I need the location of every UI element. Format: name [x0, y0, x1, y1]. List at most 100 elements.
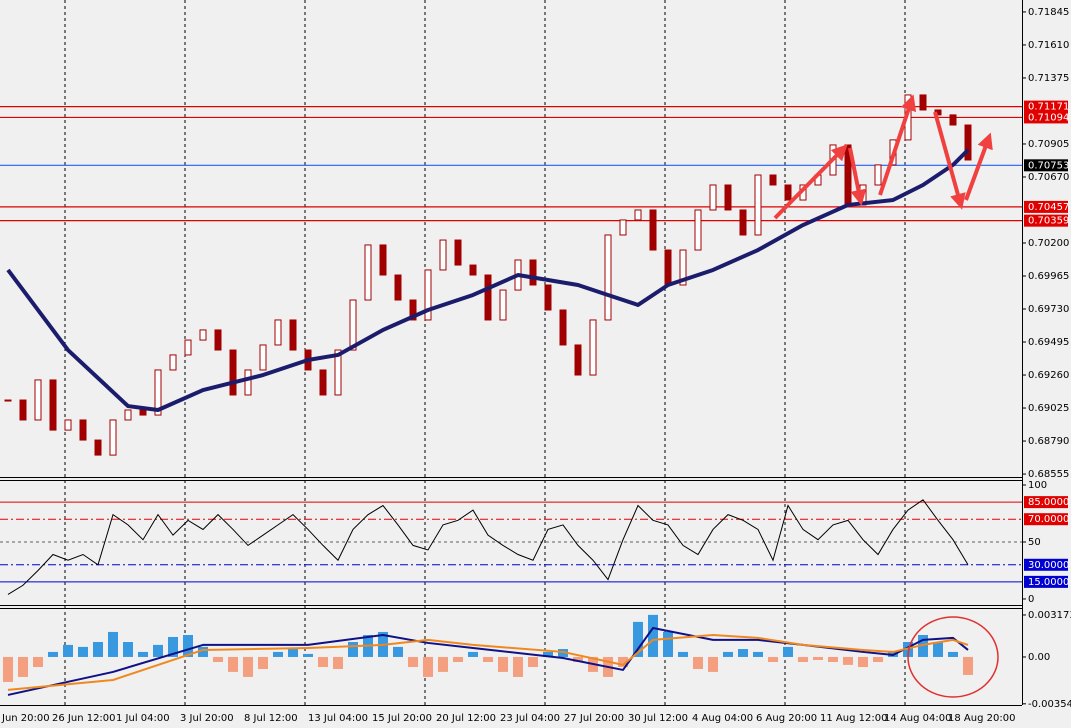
- histogram-bar: [918, 634, 928, 657]
- histogram-bar: [408, 656, 418, 668]
- histogram-bar: [843, 656, 853, 665]
- level-label-bg: [1024, 100, 1068, 113]
- level-label: 0.70753: [1028, 160, 1069, 171]
- candle: [604, 234, 612, 321]
- candle: [289, 319, 297, 351]
- histogram-bar: [33, 656, 43, 668]
- candle: [574, 344, 582, 376]
- candle: [349, 299, 357, 351]
- histogram-bar: [168, 636, 178, 657]
- y-tick-label: 0.69260: [1028, 370, 1069, 381]
- candle: [559, 309, 567, 346]
- y-tick-label: 0.70670: [1028, 172, 1069, 183]
- candle: [184, 339, 192, 356]
- histogram-bar: [753, 651, 763, 657]
- histogram-bar: [648, 614, 658, 657]
- histogram-bar: [213, 656, 223, 662]
- histogram-bar: [933, 642, 943, 657]
- histogram-bar: [678, 651, 688, 657]
- candle: [319, 369, 327, 396]
- histogram-bar: [468, 651, 478, 657]
- x-tick-label: 23 Jul 04:00: [500, 713, 560, 724]
- candle: [874, 164, 882, 186]
- x-tick-label: 1 Jul 04:00: [116, 713, 170, 724]
- candle: [439, 239, 447, 271]
- x-tick-label: Jun 20:00: [1, 713, 50, 724]
- highlight-circle: [907, 616, 999, 698]
- histogram-bar: [783, 646, 793, 657]
- candle: [634, 209, 642, 221]
- candle: [4, 399, 12, 402]
- candle: [424, 269, 432, 321]
- histogram-bar: [423, 656, 433, 677]
- x-tick-label: 6 Aug 20:00: [756, 713, 817, 724]
- level-label-bg: [1024, 159, 1068, 172]
- histogram-bar: [738, 649, 748, 657]
- x-tick-label: 26 Jun 12:00: [52, 713, 116, 724]
- candle: [244, 369, 252, 396]
- x-tick-label: 30 Jul 12:00: [628, 713, 688, 724]
- level-label: 0.71171: [1028, 102, 1069, 113]
- histogram-bar: [453, 656, 463, 662]
- candle: [169, 354, 177, 371]
- x-tick-label: 20 Jul 12:00: [436, 713, 496, 724]
- histogram-bar: [948, 651, 958, 657]
- candle: [919, 94, 927, 111]
- level-label: 85.0000: [1028, 497, 1069, 508]
- histogram-bar: [708, 656, 718, 672]
- y-tick-label: 0.70200: [1028, 238, 1069, 249]
- candle: [229, 349, 237, 396]
- arrows: [773, 94, 993, 220]
- candle: [589, 319, 597, 376]
- candle: [529, 259, 537, 286]
- candle: [709, 184, 717, 211]
- level-label: 0.70359: [1028, 216, 1069, 227]
- level-label: 0.71094: [1028, 112, 1069, 123]
- histogram-bar: [393, 646, 403, 657]
- x-tick-label: 27 Jul 20:00: [564, 713, 624, 724]
- level-label-bg: [1024, 214, 1068, 227]
- candle: [394, 274, 402, 301]
- histogram-bar: [558, 649, 568, 657]
- candle: [619, 219, 627, 236]
- histogram-bar: [18, 656, 28, 677]
- histogram-bar: [78, 646, 88, 657]
- histogram-bar: [828, 656, 838, 662]
- candle: [274, 319, 282, 346]
- histogram-bar: [93, 642, 103, 657]
- histogram-bar: [963, 656, 973, 675]
- histogram-bar: [288, 649, 298, 657]
- x-tick-label: 3 Jul 20:00: [180, 713, 234, 724]
- histogram-bar: [273, 651, 283, 657]
- candle: [49, 379, 57, 431]
- histogram-bar: [228, 656, 238, 672]
- candle: [649, 209, 657, 251]
- histogram-bar: [243, 656, 253, 677]
- histogram-bar: [63, 644, 73, 657]
- histogram-bar: [768, 656, 778, 662]
- histogram-bar: [348, 642, 358, 657]
- histogram-bar: [438, 656, 448, 672]
- level-label-bg: [1024, 513, 1068, 526]
- x-tick-label: 8 Jul 12:00: [244, 713, 298, 724]
- y-tick-label: 0.69025: [1028, 403, 1069, 414]
- level-label-bg: [1024, 575, 1068, 588]
- candle: [784, 184, 792, 201]
- histogram-bar: [333, 656, 343, 670]
- level-label-bg: [1024, 111, 1068, 124]
- histogram-bar: [198, 646, 208, 657]
- histogram-bar: [303, 653, 313, 657]
- level-label: 0.70457: [1028, 202, 1069, 213]
- candle: [499, 289, 507, 321]
- histogram-bar: [3, 656, 13, 682]
- histogram-bar: [258, 656, 268, 670]
- candle: [199, 329, 207, 341]
- histogram-bar: [633, 621, 643, 657]
- y-tick-label: 0.71610: [1028, 40, 1069, 51]
- oscillator-line: [7, 499, 969, 595]
- histogram-bar: [108, 631, 118, 657]
- y-tick-label: 0.68790: [1028, 436, 1069, 447]
- candle: [409, 299, 417, 321]
- candle: [139, 409, 147, 416]
- x-tick-label: 13 Jul 04:00: [308, 713, 368, 724]
